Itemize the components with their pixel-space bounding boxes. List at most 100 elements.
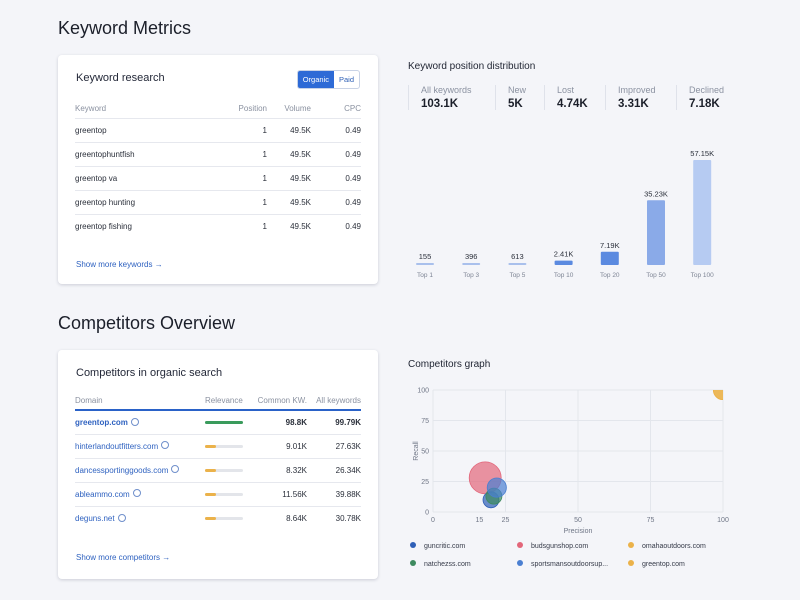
table-row: ableammo.com 11.56K 39.88K [75, 481, 361, 506]
keyword-cell: greentop fishing [75, 213, 215, 238]
table-row: hinterlandoutfitters.com 9.01K 27.63K [75, 433, 361, 458]
stat-value: 7.18K [689, 98, 720, 110]
organic-paid-toggle: Organic Paid [296, 70, 360, 89]
relevance-bar-fill [205, 492, 217, 496]
table-row: greentophuntfish 1 49.5K 0.49 [75, 141, 361, 166]
show-more-competitors-link[interactable]: Show more competitors → [76, 553, 171, 562]
competitor-domain-link[interactable]: deguns.net [75, 513, 115, 523]
legend-dot-icon [410, 542, 416, 549]
domain-cell: dancessportinggoods.com [75, 457, 205, 482]
bar-category-label: Top 50 [646, 272, 666, 279]
organic-toggle-button[interactable]: Organic [297, 71, 334, 88]
common-kw-cell: 98.8K [253, 409, 307, 434]
common-kw-cell: 9.01K [253, 433, 307, 458]
legend-item[interactable]: guncritic.com [410, 542, 465, 550]
legend-item[interactable]: budsgunshop.com [517, 542, 589, 550]
relevance-bar-fill [205, 517, 217, 521]
legend-item[interactable]: omahaoutdoors.com [628, 542, 706, 550]
x-tick-label: 75 [647, 517, 655, 524]
external-link-icon[interactable] [132, 489, 141, 498]
position-cell: 1 [215, 117, 267, 142]
all-keywords-cell: 39.88K [307, 481, 361, 506]
bar-top-50[interactable] [647, 200, 665, 265]
all-keywords-cell: 99.79K [307, 409, 361, 434]
stat-label: New [508, 85, 527, 95]
bar-category-label: Top 10 [554, 272, 574, 279]
external-link-icon[interactable] [161, 441, 170, 450]
keyword-cell: greentophuntfish [75, 141, 215, 166]
table-row: dancessportinggoods.com 8.32K 26.34K [75, 457, 361, 482]
common-kw-cell: 11.56K [253, 481, 307, 506]
competitor-domain-link[interactable]: ableammo.com [75, 489, 130, 499]
stat-label: All keywords [421, 85, 472, 95]
cpc-cell: 0.49 [311, 189, 361, 214]
column-header-position: Position [238, 104, 267, 114]
competitors-table: Domain Relevance Common KW. All keywords… [75, 392, 361, 530]
bar-top-1[interactable] [416, 263, 434, 265]
bar-top-100[interactable] [693, 160, 712, 265]
relevance-cell [205, 481, 253, 506]
stat-label: Lost [557, 85, 575, 95]
bar-top-3[interactable] [462, 263, 481, 265]
x-tick-label: 15 [476, 517, 484, 524]
keyword-cell: greentop va [75, 165, 215, 190]
position-cell: 1 [215, 165, 267, 190]
keyword-research-title: Keyword research [76, 72, 165, 84]
domain-cell: deguns.net [75, 505, 205, 530]
bar-category-label: Top 5 [509, 272, 525, 279]
legend-item[interactable]: natchezss.com [410, 560, 471, 568]
volume-cell: 49.5K [267, 189, 311, 214]
legend-label: budsgunshop.com [531, 543, 589, 550]
keyword-metrics-title: Keyword Metrics [58, 18, 192, 38]
relevance-bar-fill [205, 468, 217, 472]
stat-label: Improved [618, 85, 656, 95]
y-tick-label: 100 [417, 388, 429, 395]
competitor-domain-link[interactable]: dancessportinggoods.com [75, 465, 169, 475]
bar-top-20[interactable] [600, 251, 619, 265]
competitors-graph-title: Competitors graph [408, 359, 491, 370]
bar-value-label: 613 [511, 252, 524, 261]
column-header-volume: Volume [284, 104, 311, 114]
external-link-icon[interactable] [130, 417, 139, 426]
legend-dot-icon [628, 560, 634, 567]
legend-dot-icon [410, 560, 416, 567]
stat-label: Declined [689, 85, 725, 95]
bar-value-label: 2.41K [554, 250, 574, 259]
bubble-greentop-com[interactable] [713, 382, 732, 400]
position-cell: 1 [215, 213, 267, 238]
competitor-domain-link[interactable]: greentop.com [75, 417, 128, 427]
table-row: greentop 1 49.5K 0.49 [75, 117, 361, 142]
competitor-domain-link[interactable]: hinterlandoutfitters.com [75, 441, 159, 451]
x-tick-label: 0 [431, 517, 435, 524]
domain-cell: greentop.com [75, 409, 205, 434]
stat-lost: Lost 4.74K [544, 85, 588, 110]
legend-item[interactable]: sportsmansoutdoorsup... [517, 560, 608, 568]
stat-value: 3.31K [618, 98, 649, 110]
bar-top-10[interactable] [554, 260, 573, 265]
column-header-common-kw: Common KW. [257, 396, 307, 405]
external-link-icon[interactable] [171, 465, 180, 474]
column-header-relevance: Relevance [205, 396, 243, 405]
common-kw-cell: 8.64K [253, 505, 307, 530]
stat-improved: Improved 3.31K [605, 85, 656, 110]
legend-item[interactable]: greentop.com [628, 560, 685, 568]
competitors-card: Competitors in organic search Domain Rel… [58, 350, 378, 579]
show-more-keywords-link[interactable]: Show more keywords → [76, 260, 163, 269]
competitors-organic-title: Competitors in organic search [76, 367, 223, 379]
x-tick-label: 25 [502, 517, 510, 524]
bar-category-label: Top 20 [600, 272, 620, 279]
position-cell: 1 [215, 189, 267, 214]
cpc-cell: 0.49 [311, 213, 361, 238]
bubble-sportsmansoutdoorsup[interactable] [486, 477, 507, 498]
bar-category-label: Top 3 [463, 272, 479, 279]
paid-toggle-button[interactable]: Paid [338, 75, 354, 84]
volume-cell: 49.5K [267, 165, 311, 190]
volume-cell: 49.5K [267, 213, 311, 238]
bar-top-5[interactable] [508, 263, 527, 265]
external-link-icon[interactable] [117, 513, 126, 522]
bar-value-label: 57.15K [690, 149, 714, 158]
y-axis-label: Recall [413, 441, 420, 461]
stat-value: 103.1K [421, 98, 459, 110]
legend-dot-icon [517, 542, 523, 549]
relevance-bar [205, 444, 243, 448]
